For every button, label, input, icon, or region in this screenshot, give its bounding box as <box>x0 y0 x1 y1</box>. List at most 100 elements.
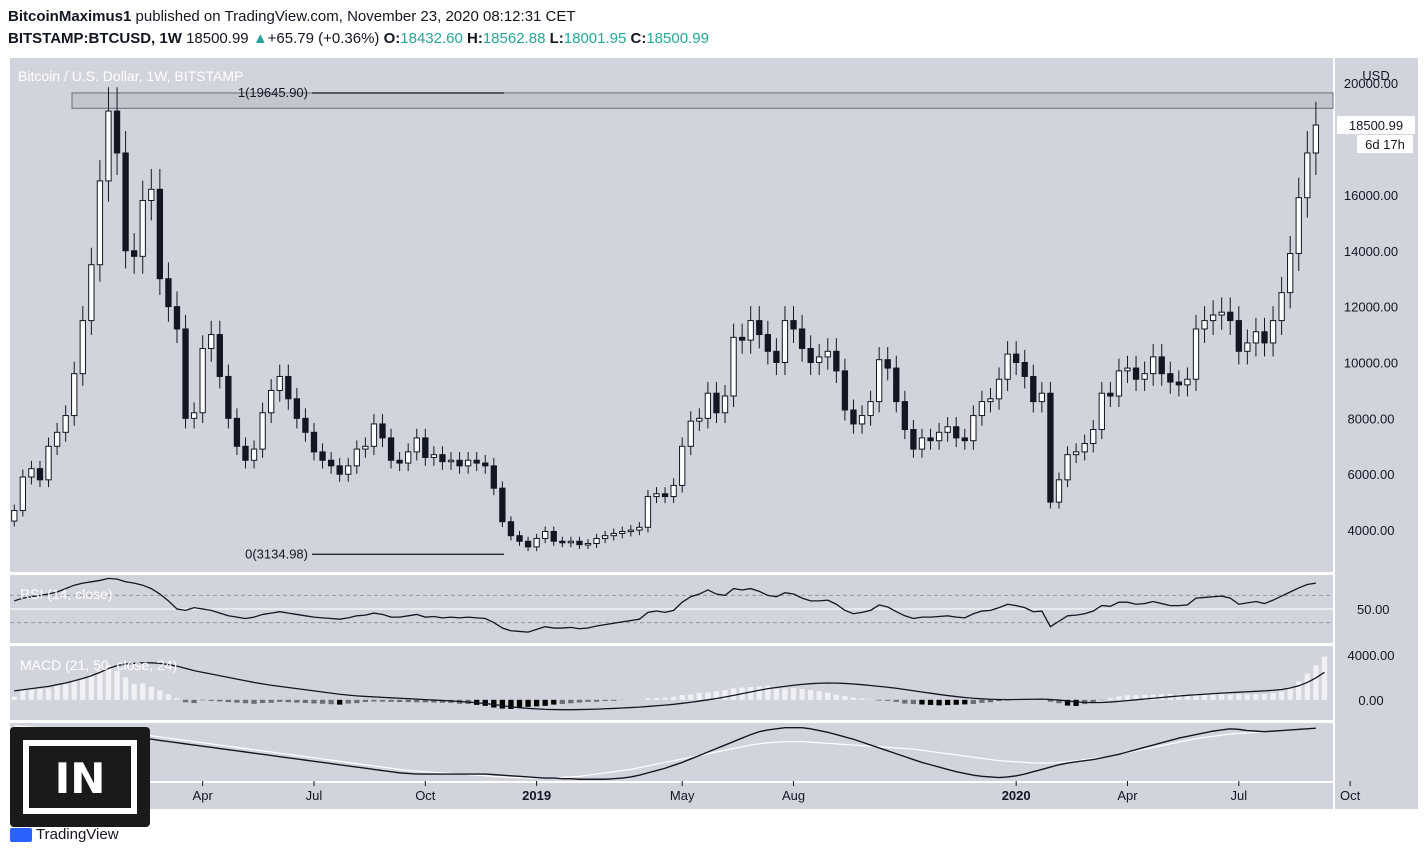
candle-up <box>139 199 146 257</box>
axis-currency-label: USD <box>1362 68 1389 83</box>
macd-histogram-bar <box>1176 694 1182 700</box>
macd-histogram-bar <box>182 699 189 703</box>
macd-histogram-bar <box>285 699 291 703</box>
high-value: 18562.88 <box>482 30 546 47</box>
candle-down <box>1175 381 1183 386</box>
macd-histogram-bar <box>337 699 343 705</box>
footer-brand[interactable]: TradingView <box>36 826 119 843</box>
low-value: 18001.95 <box>563 30 627 47</box>
candle-down <box>807 348 814 363</box>
macd-histogram-bar <box>242 699 249 704</box>
macd-histogram-bar <box>807 690 814 700</box>
macd-histogram-bar <box>1219 694 1225 700</box>
macd-histogram-bar <box>1304 673 1310 700</box>
candle-down <box>841 370 849 411</box>
candle-down <box>482 462 489 467</box>
candle-up <box>345 465 352 475</box>
time-tick-label: Oct <box>415 788 436 803</box>
time-axis-panel <box>10 783 1333 809</box>
candle-down <box>1132 367 1140 380</box>
candle-down <box>285 375 292 400</box>
macd-histogram-bar <box>533 699 540 707</box>
candle-down <box>439 454 446 463</box>
candle-up <box>824 350 831 358</box>
candle-up <box>1150 356 1157 375</box>
candle-down <box>456 459 463 467</box>
last-price-badge <box>1337 116 1415 135</box>
macd-histogram-bar <box>105 665 112 700</box>
candle-up <box>542 530 549 539</box>
macd-histogram-bar <box>568 699 574 704</box>
macd-histogram-bar <box>191 699 197 704</box>
candle-up <box>970 415 977 442</box>
candle-up <box>918 437 926 450</box>
publisher-name[interactable]: BitcoinMaximus1 <box>8 8 132 25</box>
macd-histogram-bar <box>302 699 309 704</box>
candle-up <box>1278 292 1285 322</box>
macd-histogram-bar <box>379 699 386 702</box>
symbol-label[interactable]: BITSTAMP:BTCUSD, 1W <box>8 30 182 47</box>
low-label: L: <box>549 30 564 47</box>
macd-histogram-bar <box>157 690 163 700</box>
candle-down <box>122 152 129 252</box>
candle-up <box>268 389 275 414</box>
macd-histogram-bar <box>225 699 232 703</box>
macd-histogram-bar <box>208 699 214 701</box>
macd-histogram-bar <box>688 694 694 700</box>
stoch-k-line <box>14 726 1316 780</box>
open-value: 18432.60 <box>400 30 463 47</box>
time-tick-label: Jul <box>1230 788 1247 803</box>
candle-down <box>336 465 343 475</box>
candle-up <box>88 264 95 322</box>
candle-up <box>653 493 660 498</box>
chart-header: BitcoinMaximus1 published on TradingView… <box>8 6 1418 50</box>
high-label: H: <box>467 30 483 47</box>
macd-histogram-bar <box>748 686 754 700</box>
candle-up <box>696 417 703 422</box>
candle-up <box>781 320 789 363</box>
candle-up <box>1184 378 1191 386</box>
candle-down <box>559 540 566 544</box>
candle-up <box>721 395 729 414</box>
candle-up <box>105 110 112 182</box>
candle-up <box>276 375 283 391</box>
macd-histogram-bar <box>850 697 857 700</box>
macd-histogram-bar <box>1321 656 1328 700</box>
macd-histogram-bar <box>799 689 805 700</box>
candle-down <box>764 334 771 352</box>
macd-histogram-bar <box>670 696 677 700</box>
price-change: +65.79 (+0.36%) <box>267 30 380 47</box>
time-tick-label: Jul <box>306 788 323 803</box>
candle-down <box>156 188 164 280</box>
macd-histogram-bar <box>71 679 77 700</box>
macd-histogram-bar <box>388 699 394 702</box>
candle-up <box>1295 197 1302 255</box>
macd-histogram-bar <box>405 699 411 703</box>
macd-histogram-bar <box>396 699 403 702</box>
macd-histogram-bar <box>953 699 959 705</box>
candle-down <box>1021 361 1028 377</box>
macd-histogram-bar <box>174 698 180 700</box>
fib-level-label: 1(19645.90) <box>238 85 308 100</box>
macd-histogram-bar <box>1244 694 1251 700</box>
macd-histogram-bar <box>662 697 668 700</box>
candle-up <box>28 468 35 478</box>
macd-histogram-bar <box>508 699 514 709</box>
last-price-tick: 18500.99 <box>1349 118 1403 133</box>
candle-up <box>1209 314 1217 322</box>
candle-down <box>661 493 669 498</box>
macd-histogram-bar <box>45 688 52 700</box>
macd-histogram-bar <box>1296 681 1302 700</box>
candle-down <box>1047 392 1054 503</box>
candle-down <box>1167 373 1174 383</box>
candle-up <box>1201 320 1208 330</box>
macd-histogram-bar <box>970 699 977 704</box>
candle-up <box>730 336 737 397</box>
macd-histogram-bar <box>962 699 968 705</box>
macd-histogram-bar <box>1193 694 1199 700</box>
candle-down <box>1030 375 1037 403</box>
candle-down <box>310 431 318 453</box>
candle-down <box>1107 392 1114 397</box>
countdown-badge <box>1357 135 1413 154</box>
